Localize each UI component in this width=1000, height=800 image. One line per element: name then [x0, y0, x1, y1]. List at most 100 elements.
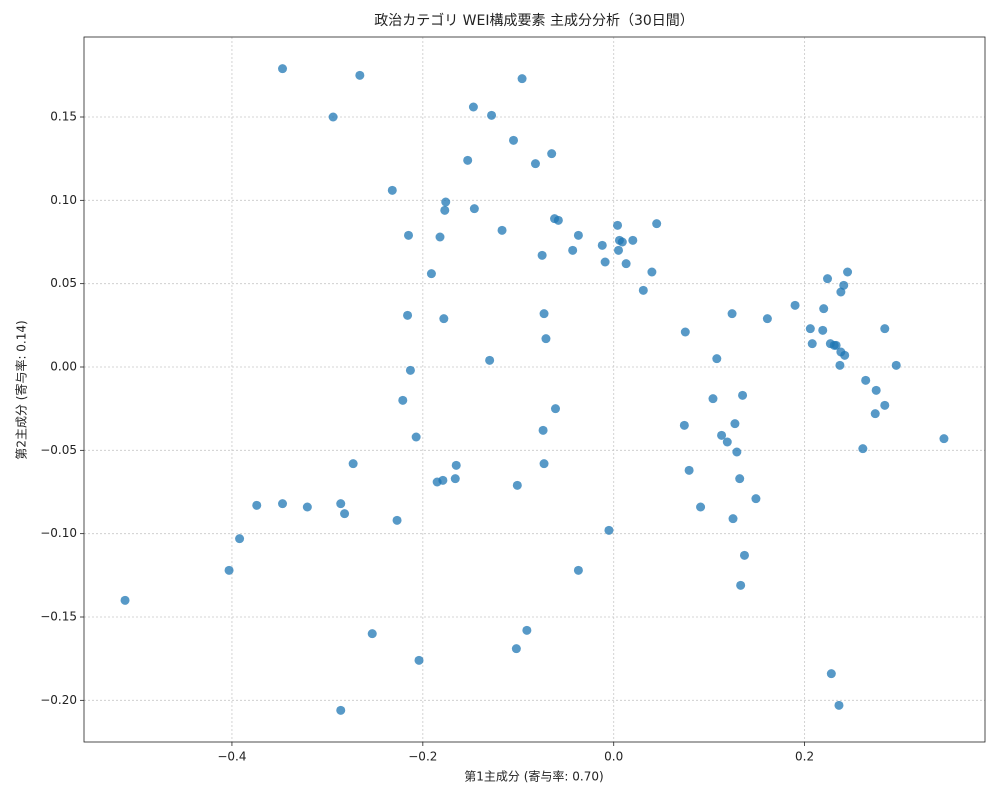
scatter-point: [732, 447, 742, 457]
scatter-point: [439, 314, 449, 324]
scatter-point: [252, 500, 262, 510]
scatter-point: [717, 430, 727, 440]
scatter-point: [613, 245, 623, 255]
scatter-point: [684, 465, 694, 475]
scatter-point: [512, 480, 522, 490]
scatter-point: [522, 625, 532, 635]
scatter-point: [511, 644, 521, 654]
scatter-point: [861, 375, 871, 385]
x-axis-label: 第1主成分 (寄与率: 0.70): [464, 769, 603, 784]
y-tick-label: −0.20: [40, 693, 77, 707]
scatter-point: [647, 267, 657, 277]
scatter-point: [398, 395, 408, 405]
scatter-point: [403, 310, 413, 320]
x-tick-label: −0.4: [217, 750, 246, 764]
scatter-point: [807, 339, 817, 349]
scatter-point: [708, 394, 718, 404]
scatter-point: [823, 274, 833, 284]
y-tick-label: −0.10: [40, 526, 77, 540]
scatter-point: [530, 159, 540, 169]
scatter-point: [805, 324, 815, 334]
scatter-point: [404, 230, 414, 240]
scatter-point: [509, 135, 519, 145]
scatter-point: [735, 474, 745, 484]
x-tick-label: −0.2: [408, 750, 437, 764]
scatter-point: [463, 155, 473, 165]
scatter-point: [638, 285, 648, 295]
scatter-point: [355, 70, 365, 80]
y-tick-label: 0.00: [50, 360, 77, 374]
scatter-point: [426, 269, 436, 279]
scatter-point: [738, 390, 748, 400]
scatter-point: [826, 669, 836, 679]
scatter-point: [450, 474, 460, 484]
y-tick-label: −0.05: [40, 443, 77, 457]
scatter-point: [818, 325, 828, 335]
scatter-point: [870, 409, 880, 419]
scatter-point: [722, 437, 732, 447]
scatter-point: [541, 334, 551, 344]
scatter-point: [278, 64, 288, 74]
scatter-point: [739, 550, 749, 560]
scatter-point: [120, 595, 130, 605]
scatter-point: [696, 502, 706, 512]
scatter-point: [414, 655, 424, 665]
scatter-point: [839, 280, 849, 290]
scatter-point: [573, 565, 583, 575]
scatter-point: [539, 309, 549, 319]
scatter-point: [348, 459, 358, 469]
scatter-point: [340, 509, 350, 519]
y-axis-label: 第2主成分 (寄与率: 0.14): [14, 320, 29, 459]
scatter-point: [468, 102, 478, 112]
scatter-point: [392, 515, 402, 525]
scatter-point: [497, 225, 507, 235]
scatter-point: [469, 204, 479, 214]
scatter-point: [405, 365, 415, 375]
scatter-point: [485, 355, 495, 365]
scatter-point: [712, 354, 722, 364]
scatter-point: [336, 499, 346, 509]
scatter-point: [727, 309, 737, 319]
scatter-point: [834, 700, 844, 710]
y-tick-label: 0.15: [50, 110, 77, 124]
y-tick-label: 0.10: [50, 193, 77, 207]
plot-frame: [83, 36, 986, 743]
scatter-point: [871, 385, 881, 395]
scatter-point: [680, 327, 690, 337]
scatter-point: [517, 74, 527, 84]
scatter-point: [880, 324, 890, 334]
scatter-point: [891, 360, 901, 370]
scatter-point: [762, 314, 772, 324]
scatter-point: [411, 432, 421, 442]
scatter-point: [858, 444, 868, 454]
scatter-point: [652, 219, 662, 229]
scatter-point: [573, 230, 583, 240]
scatter-point: [553, 215, 563, 225]
scatter-point: [537, 250, 547, 260]
scatter-point: [939, 434, 949, 444]
scatter-point: [235, 534, 245, 544]
scatter-point: [819, 304, 829, 314]
scatter-point: [568, 245, 578, 255]
scatter-point: [835, 360, 845, 370]
scatter-point: [538, 425, 548, 435]
scatter-point: [550, 404, 560, 414]
x-tick-label: 0.2: [795, 750, 814, 764]
scatter-point: [728, 514, 738, 524]
scatter-point: [843, 267, 853, 277]
scatter-point: [613, 220, 623, 230]
scatter-point: [600, 257, 610, 267]
scatter-point: [328, 112, 338, 122]
scatter-point: [451, 460, 461, 470]
scatter-point: [730, 419, 740, 429]
scatter-point: [278, 499, 288, 509]
y-tick-label: 0.05: [50, 276, 77, 290]
scatter-point: [880, 400, 890, 410]
scatter-point: [440, 205, 450, 215]
scatter-point: [621, 259, 631, 269]
scatter-point: [438, 475, 448, 485]
scatter-point: [441, 197, 451, 207]
y-tick-label: −0.15: [40, 610, 77, 624]
scatter-point: [790, 300, 800, 310]
scatter-point: [628, 235, 638, 245]
